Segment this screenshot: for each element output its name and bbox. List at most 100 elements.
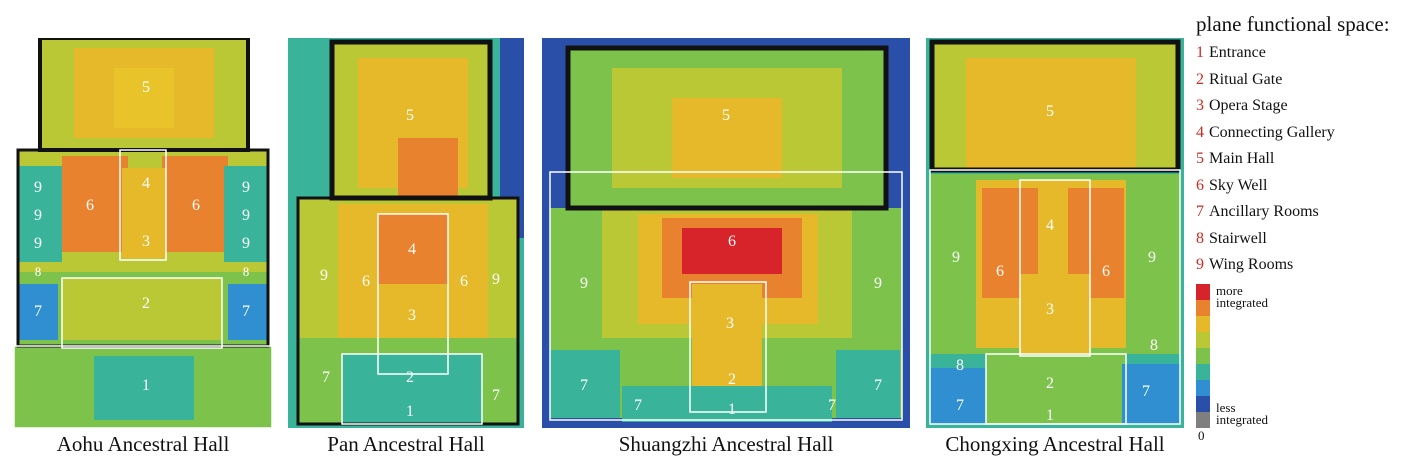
svg-text:6: 6 [996,263,1004,280]
legend-item-label: Wing Rooms [1209,256,1294,273]
svg-text:9: 9 [242,235,250,252]
svg-text:8: 8 [956,357,964,374]
svg-text:2: 2 [1046,375,1054,392]
scale-swatch [1196,380,1210,396]
aohu-caption: Aohu Ancestral Hall [56,432,230,456]
svg-text:9: 9 [34,207,42,224]
svg-text:7: 7 [492,387,500,404]
svg-text:5: 5 [406,107,414,124]
svg-text:3: 3 [142,233,150,250]
integration-scale [1196,284,1210,428]
legend-item-number: 1 [1196,44,1204,61]
svg-text:9: 9 [34,235,42,252]
aohu-plan: 5 4 6 6 3 9 9 9 9 9 9 8 8 2 7 7 1 [14,38,272,428]
svg-text:9: 9 [580,275,588,292]
scale-label-zero: 0 [1198,428,1205,443]
shuangzhi-caption: Shuangzhi Ancestral Hall [618,432,834,456]
svg-text:4: 4 [408,241,416,258]
svg-text:4: 4 [142,175,150,192]
svg-text:5: 5 [142,79,150,96]
svg-text:9: 9 [874,275,882,292]
scale-swatch [1196,300,1210,316]
svg-text:4: 4 [1046,217,1054,234]
svg-text:7: 7 [874,377,882,394]
svg-text:7: 7 [956,397,964,414]
legend-item-label: Opera Stage [1209,97,1288,114]
svg-text:5: 5 [722,107,730,124]
legend-item: 1 Entrance [1196,44,1266,62]
svg-text:7: 7 [580,377,588,394]
legend-item: 4 Connecting Gallery [1196,124,1335,142]
svg-text:3: 3 [726,315,734,332]
svg-text:7: 7 [34,303,42,320]
chongxing-caption: Chongxing Ancestral Hall [945,432,1165,456]
legend-item: 6 Sky Well [1196,177,1267,195]
svg-text:6: 6 [362,273,370,290]
scale-swatch [1196,412,1210,428]
svg-text:8: 8 [35,264,42,279]
scale-swatch [1196,364,1210,380]
scale-label-less: less integrated [1216,400,1268,427]
svg-text:9: 9 [242,179,250,196]
svg-text:7: 7 [322,369,330,386]
scale-swatch [1196,284,1210,300]
scale-label-more: more integrated [1216,283,1268,310]
legend-item: 2 Ritual Gate [1196,71,1282,89]
svg-text:3: 3 [408,307,416,324]
pan-plan: 5 4 6 6 9 9 3 2 7 7 1 [288,38,524,428]
svg-text:8: 8 [243,264,250,279]
legend-item-label: Main Hall [1209,150,1275,167]
legend-item-number: 6 [1196,176,1204,194]
svg-text:5: 5 [1046,103,1054,120]
legend-item-label: Ancillary Rooms [1209,203,1319,220]
svg-text:2: 2 [406,369,414,386]
legend-item-number: 7 [1196,203,1204,220]
svg-text:8: 8 [1150,337,1158,354]
chongxing-plan: 5 4 6 6 9 9 3 8 8 2 7 7 1 [926,38,1184,428]
legend-item-number: 3 [1196,97,1204,114]
shuangzhi-plan-svg: 5 6 9 9 3 2 7 7 7 7 1 [542,38,910,428]
scale-label-more-line2: integrated [1216,295,1268,310]
legend-item: 5 Main Hall [1196,150,1274,168]
legend-title: plane functional space: [1196,12,1390,36]
aohu-plan-svg: 5 4 6 6 3 9 9 9 9 9 9 8 8 2 7 7 1 [14,38,272,428]
svg-text:9: 9 [1148,249,1156,266]
svg-text:1: 1 [142,377,150,394]
legend-item-label: Entrance [1209,44,1266,61]
chongxing-plan-svg: 5 4 6 6 9 9 3 8 8 2 7 7 1 [926,38,1184,428]
svg-text:9: 9 [492,271,500,288]
legend-item-number: 9 [1196,256,1204,273]
legend-item-label: Connecting Gallery [1209,123,1335,141]
legend-item: 7 Ancillary Rooms [1196,203,1319,221]
scale-label-less-line2: integrated [1216,412,1268,427]
shuangzhi-plan: 5 6 9 9 3 2 7 7 7 7 1 [542,38,910,428]
svg-text:1: 1 [728,401,736,418]
scale-swatch [1196,396,1210,412]
legend-item-number: 8 [1196,229,1204,247]
legend-item-label: Sky Well [1209,176,1268,194]
svg-text:6: 6 [1102,263,1110,280]
svg-text:6: 6 [460,273,468,290]
svg-text:9: 9 [34,179,42,196]
scale-swatch [1196,348,1210,364]
svg-text:6: 6 [192,197,200,214]
scale-label-more-line1: more [1216,283,1243,298]
svg-text:3: 3 [1046,301,1054,318]
svg-text:7: 7 [634,397,642,414]
scale-label-less-line1: less [1216,400,1236,415]
svg-text:9: 9 [242,207,250,224]
legend-item: 8 Stairwell [1196,230,1267,248]
svg-text:9: 9 [952,249,960,266]
legend-item-number: 2 [1196,70,1204,88]
svg-text:7: 7 [828,397,836,414]
scale-swatch [1196,316,1210,332]
pan-caption: Pan Ancestral Hall [327,432,485,456]
svg-text:7: 7 [1142,383,1150,400]
svg-text:9: 9 [320,267,328,284]
svg-text:6: 6 [728,233,736,250]
legend-item: 3 Opera Stage [1196,97,1288,115]
legend-item-label: Ritual Gate [1209,70,1283,88]
svg-text:1: 1 [406,403,414,420]
scale-swatch [1196,332,1210,348]
legend-item-number: 5 [1196,150,1204,167]
